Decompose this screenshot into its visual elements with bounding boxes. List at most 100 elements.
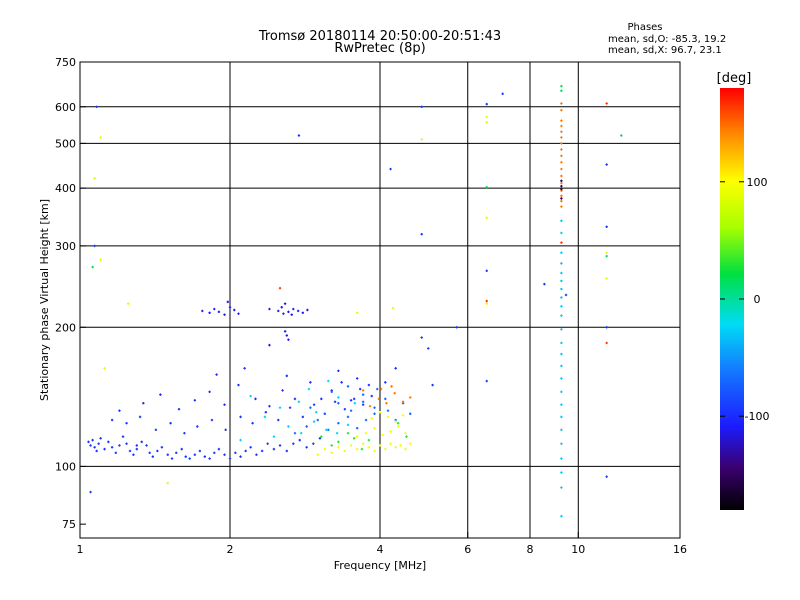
data-point (99, 258, 102, 261)
data-point (320, 435, 323, 438)
data-point (125, 442, 128, 445)
data-point (234, 451, 237, 455)
data-point (251, 422, 254, 425)
data-point (210, 418, 214, 422)
data-point (353, 402, 356, 405)
data-point (386, 415, 390, 419)
data-point (560, 205, 563, 208)
data-point (239, 415, 242, 419)
data-point (396, 425, 400, 428)
data-point (237, 312, 240, 315)
data-point (140, 440, 143, 444)
data-point (91, 265, 94, 269)
data-point (560, 199, 563, 203)
data-point (389, 442, 392, 445)
data-point (107, 440, 110, 444)
data-point (605, 102, 608, 105)
data-point (352, 397, 356, 401)
data-point (560, 124, 563, 128)
data-point (560, 84, 563, 88)
data-point (361, 393, 365, 396)
data-point (560, 136, 563, 139)
data-point (485, 302, 488, 305)
data-point (337, 369, 340, 373)
data-point (327, 428, 330, 432)
data-point (370, 394, 373, 398)
data-point (377, 397, 381, 401)
data-point (378, 411, 382, 414)
data-point (180, 447, 183, 451)
data-point (255, 453, 258, 456)
data-point (330, 451, 333, 455)
data-point (217, 447, 221, 451)
data-point (287, 425, 290, 428)
data-point (605, 225, 608, 228)
data-point (560, 364, 563, 368)
data-point (485, 102, 488, 106)
data-point (485, 299, 488, 303)
data-point (409, 412, 412, 415)
data-point (305, 446, 308, 449)
data-point (145, 444, 148, 447)
data-point (389, 430, 392, 433)
data-point (309, 406, 312, 409)
data-point (361, 442, 365, 445)
data-point (293, 397, 297, 401)
data-point (160, 446, 164, 449)
data-point (223, 403, 226, 406)
data-point (183, 431, 186, 435)
data-point (277, 309, 280, 313)
data-point (346, 415, 350, 419)
data-point (327, 379, 330, 383)
data-point (283, 330, 287, 333)
data-point (367, 446, 371, 449)
data-point (560, 403, 563, 406)
data-point (560, 102, 563, 105)
data-point (356, 435, 359, 438)
data-point (170, 457, 174, 460)
data-point (290, 313, 293, 316)
data-point (249, 446, 252, 449)
data-point (560, 352, 563, 356)
data-point (169, 422, 172, 425)
data-point (543, 282, 546, 286)
data-point (95, 105, 98, 108)
data-point (379, 387, 383, 391)
data-point (361, 400, 365, 403)
data-point (264, 411, 268, 414)
data-point (337, 446, 340, 449)
data-point (278, 444, 282, 447)
data-point (159, 393, 162, 396)
x-tick-label: 2 (227, 543, 234, 556)
data-point (399, 444, 402, 447)
data-point (118, 409, 121, 412)
data-point (285, 449, 288, 453)
y-tick-label: 75 (62, 518, 76, 531)
data-point (560, 279, 563, 283)
y-tick-label: 100 (55, 460, 76, 473)
data-point (455, 326, 458, 329)
data-point (560, 182, 563, 185)
data-point (226, 300, 230, 304)
data-point (103, 367, 106, 370)
data-point (330, 390, 333, 394)
data-point (560, 341, 563, 345)
data-point (560, 130, 563, 133)
data-point (405, 435, 408, 438)
data-point (249, 394, 252, 398)
data-point (233, 308, 236, 312)
data-point (560, 108, 563, 112)
data-point (431, 383, 434, 387)
data-point (135, 447, 138, 451)
data-point (110, 446, 114, 449)
data-point (420, 233, 423, 236)
data-point (223, 313, 226, 316)
data-point (118, 444, 121, 447)
x-tick-label: 8 (527, 543, 534, 556)
data-point (605, 341, 608, 345)
data-point (201, 309, 204, 313)
data-point (370, 417, 373, 420)
data-point (135, 444, 138, 447)
y-axis-ticks: 75 100 200 300 400 500 600 750 (55, 56, 86, 531)
data-point (93, 244, 96, 248)
